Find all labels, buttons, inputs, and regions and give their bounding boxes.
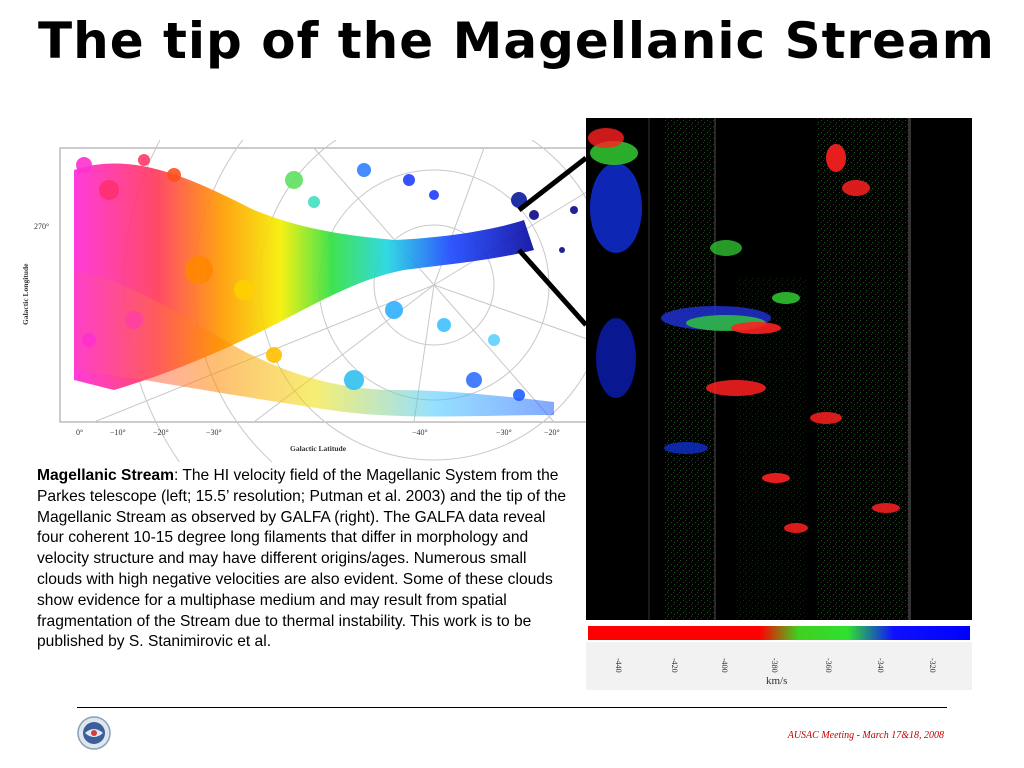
colorbar-tick: -380: [770, 658, 779, 673]
galfa-velocity-map: -440 -420 -400 -380 -360 -340 -320 km/s: [586, 118, 972, 690]
colorbar-tick: -400: [720, 658, 729, 673]
footer-meeting-text: AUSAC Meeting - March 17&18, 2008: [787, 730, 944, 741]
x-tick-label: 0°: [76, 428, 83, 437]
colorbar-label: km/s: [766, 675, 787, 687]
x-axis-title: Galactic Latitude: [290, 444, 347, 453]
organization-logo: [77, 716, 111, 750]
footer-rule: [77, 707, 947, 708]
caption-body: : The HI velocity field of the Magellani…: [37, 467, 567, 651]
caption-lead: Magellanic Stream: [37, 467, 174, 484]
slide-title: The tip of the Magellanic Stream: [38, 12, 995, 70]
colorbar-tick: -420: [670, 658, 679, 673]
y-tick-label: 270°: [34, 222, 49, 231]
y-axis-title: Galactic Longitude: [21, 263, 30, 325]
figure-caption: Magellanic Stream: The HI velocity field…: [37, 466, 569, 653]
x-tick-label: −40°: [412, 428, 428, 437]
x-tick-label: −30°: [206, 428, 222, 437]
colorbar-tick: -320: [928, 658, 937, 673]
parkes-velocity-map: 270° Galactic Longitude 0° −10° −20° −30…: [14, 0, 745, 596]
colorbar-tick: -360: [824, 658, 833, 673]
x-tick-label: −10°: [110, 428, 126, 437]
colorbar-tick: -340: [876, 658, 885, 673]
x-tick-label: −20°: [544, 428, 560, 437]
colorbar-tick: -440: [614, 658, 623, 673]
x-tick-label: −20°: [153, 428, 169, 437]
x-tick-label: −30°: [496, 428, 512, 437]
